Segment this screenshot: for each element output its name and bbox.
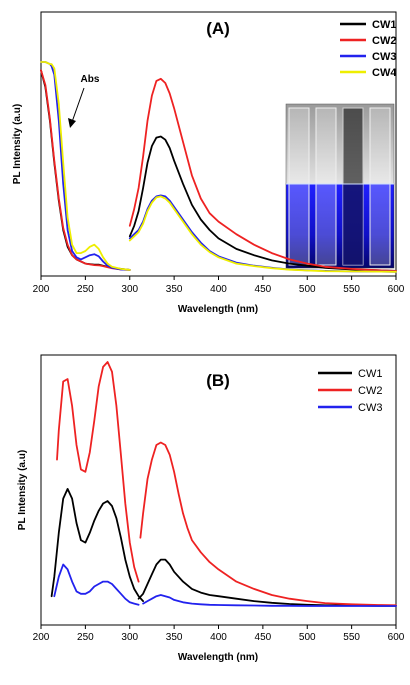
x-tick-label: 300 bbox=[121, 632, 138, 643]
abs-annotation: Abs bbox=[81, 74, 100, 85]
series-layer bbox=[40, 61, 397, 273]
series-line-cw3-2 bbox=[142, 594, 397, 607]
legend-label-cw4: CW4 bbox=[372, 67, 397, 79]
legend-label-cw1: CW1 bbox=[372, 19, 396, 31]
series-line-cw1-1 bbox=[50, 488, 144, 602]
panel-b: (B) PL Intensity (a.u) Wavelength (nm) 2… bbox=[17, 354, 405, 663]
series-line-cw2-1 bbox=[40, 69, 131, 271]
x-tick-label: 200 bbox=[33, 632, 50, 643]
x-tick-label: 500 bbox=[299, 632, 316, 643]
legend-label-cw1: CW1 bbox=[358, 368, 382, 380]
y-axis-title: PL Intensity (a.u) bbox=[12, 104, 23, 184]
panel-label: (B) bbox=[206, 371, 230, 390]
x-axis: 200 250 300 350 400 450 500 550 600 bbox=[33, 276, 405, 295]
series-line-cw1-2 bbox=[137, 558, 397, 607]
legend-label-cw3: CW3 bbox=[372, 51, 396, 63]
series-line-cw4-2 bbox=[128, 195, 397, 273]
y-axis-title: PL Intensity (a.u) bbox=[17, 450, 28, 530]
x-tick-label: 550 bbox=[343, 632, 360, 643]
legend: CW1 CW2 CW3 CW4 bbox=[340, 19, 397, 79]
x-tick-label: 600 bbox=[388, 284, 405, 295]
x-tick-label: 550 bbox=[343, 284, 360, 295]
x-tick-label: 400 bbox=[210, 632, 227, 643]
x-tick-label: 500 bbox=[299, 284, 316, 295]
x-tick-label: 250 bbox=[77, 632, 94, 643]
x-tick-label: 450 bbox=[255, 284, 272, 295]
x-axis-title: Wavelength (nm) bbox=[178, 652, 258, 663]
x-tick-label: 350 bbox=[166, 284, 183, 295]
series-line-cw3-1 bbox=[40, 61, 131, 271]
x-axis-title: Wavelength (nm) bbox=[178, 304, 258, 315]
series-line-cw4-1 bbox=[40, 61, 131, 271]
series-layer bbox=[50, 361, 397, 607]
series-line-cw3-1 bbox=[53, 563, 140, 606]
series-line-cw1-2 bbox=[128, 135, 397, 272]
abs-arrow bbox=[68, 87, 85, 128]
series-line-cw1-1 bbox=[40, 69, 131, 271]
x-axis: 200 250 300 350 400 450 500 550 600 bbox=[33, 625, 405, 643]
legend-label-cw2: CW2 bbox=[372, 35, 396, 47]
panel-label: (A) bbox=[206, 19, 230, 38]
panel-a: (A) PL Intensity (a.u) Wavelength (nm) A… bbox=[12, 11, 405, 315]
x-tick-label: 350 bbox=[166, 632, 183, 643]
x-tick-label: 400 bbox=[210, 284, 227, 295]
legend-label-cw3: CW3 bbox=[358, 402, 382, 414]
x-tick-label: 300 bbox=[121, 284, 138, 295]
x-tick-label: 200 bbox=[33, 284, 50, 295]
legend: CW1 CW2 CW3 bbox=[318, 368, 382, 414]
series-line-cw2-2 bbox=[139, 441, 397, 607]
plot-frame bbox=[40, 354, 397, 626]
series-line-cw2-1 bbox=[56, 361, 140, 583]
x-tick-label: 600 bbox=[388, 632, 405, 643]
series-line-cw2-2 bbox=[128, 77, 397, 272]
legend-label-cw2: CW2 bbox=[358, 385, 382, 397]
vials-inset-photo bbox=[285, 103, 395, 269]
x-tick-label: 250 bbox=[77, 284, 94, 295]
x-tick-label: 450 bbox=[255, 632, 272, 643]
